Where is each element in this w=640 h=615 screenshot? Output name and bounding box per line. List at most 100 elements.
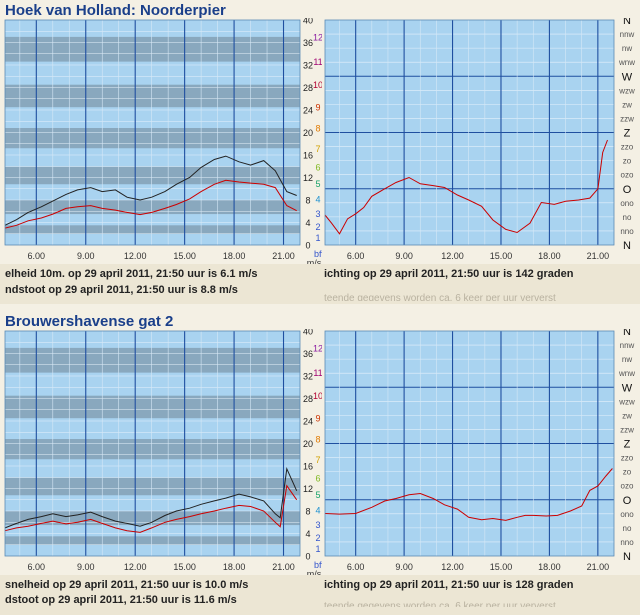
bft-tick-label: 6 xyxy=(315,162,320,172)
ms-tick-label: 24 xyxy=(303,106,313,116)
plot-frame xyxy=(4,19,301,246)
x-tick-label: 15.00 xyxy=(173,562,196,572)
compass-tick-label: zzo xyxy=(621,454,634,463)
bft-tick-label: 12 xyxy=(313,32,322,42)
x-tick-label: 9.00 xyxy=(395,251,413,261)
wind-speed-readout: elheid 10m. op 29 april 2011, 21:50 uur … xyxy=(5,268,258,280)
bft-tick-label: 10 xyxy=(313,80,322,90)
windsnelheid-line xyxy=(4,484,298,533)
x-tick-label: 18.00 xyxy=(538,562,561,572)
x-tick-label: 21.00 xyxy=(587,251,610,261)
compass-tick-label: ono xyxy=(620,510,634,519)
bft-tick-label: 10 xyxy=(313,391,322,401)
compass-tick-label: N xyxy=(623,18,631,27)
compass-tick-label: nno xyxy=(620,538,634,547)
compass-tick-label: wzw xyxy=(618,86,635,95)
compass-tick-label: zzw xyxy=(620,114,634,123)
x-tick-label: 9.00 xyxy=(77,562,95,572)
compass-tick-label: N xyxy=(623,551,631,563)
wind-direction-readout: ichting op 29 april 2011, 21:50 uur is 1… xyxy=(324,579,574,591)
ms-tick-label: 4 xyxy=(305,529,310,539)
bft-tick-label: 3 xyxy=(315,520,320,530)
bft-tick-label: 1 xyxy=(315,233,320,243)
x-tick-label: 6.00 xyxy=(28,251,46,261)
ms-tick-label: 0 xyxy=(305,241,310,251)
x-tick-label: 12.00 xyxy=(441,562,464,572)
beaufort-band xyxy=(5,225,300,234)
wind-gust-readout: ndstoot op 29 april 2011, 21:50 uur is 8… xyxy=(5,284,238,296)
ms-tick-label: 28 xyxy=(303,83,313,93)
beaufort-band xyxy=(5,84,300,108)
station-title: Brouwershavense gat 2 xyxy=(5,313,174,330)
ms-tick-label: 4 xyxy=(305,218,310,228)
bft-tick-label: 4 xyxy=(315,505,320,515)
windsnelheid-line xyxy=(4,179,297,229)
compass-tick-label: N xyxy=(623,240,631,252)
compass-tick-label: Z xyxy=(624,128,631,140)
windrichting-line xyxy=(324,468,613,521)
ms-tick-label: 20 xyxy=(303,439,313,449)
compass-tick-label: zzo xyxy=(621,143,634,152)
bft-tick-label: 5 xyxy=(315,179,320,189)
beaufort-band xyxy=(5,166,300,185)
beaufort-band xyxy=(5,439,300,460)
ms-tick-label: 40 xyxy=(303,329,313,337)
refresh-note: teende gegevens worden ca. 6 keer per uu… xyxy=(324,601,556,607)
x-tick-label: 12.00 xyxy=(441,251,464,261)
bft-tick-label: 4 xyxy=(315,194,320,204)
bft-tick-label: 7 xyxy=(315,144,320,154)
x-tick-label: 9.00 xyxy=(77,251,95,261)
ms-tick-label: 12 xyxy=(303,173,313,183)
ms-tick-label: 36 xyxy=(303,349,313,359)
ms-tick-label: 16 xyxy=(303,462,313,472)
compass-tick-label: ozo xyxy=(621,482,634,491)
compass-tick-label: zw xyxy=(622,411,632,420)
x-tick-label: 18.00 xyxy=(223,251,246,261)
compass-tick-label: no xyxy=(623,524,632,533)
compass-tick-label: no xyxy=(623,213,632,222)
ms-axis-label: m/s xyxy=(307,569,322,579)
wind-direction-readout: ichting op 29 april 2011, 21:50 uur is 1… xyxy=(324,268,574,280)
bft-tick-label: 3 xyxy=(315,209,320,219)
compass-tick-label: zzw xyxy=(620,425,634,434)
bft-tick-label: 2 xyxy=(315,533,320,543)
beaufort-band xyxy=(5,36,300,62)
plot-frame xyxy=(4,330,301,557)
ms-tick-label: 32 xyxy=(303,61,313,71)
compass-tick-label: N xyxy=(623,329,631,338)
ms-tick-label: 24 xyxy=(303,417,313,427)
bft-tick-label: 8 xyxy=(315,435,320,445)
compass-tick-label: Z xyxy=(624,439,631,451)
compass-tick-label: O xyxy=(623,495,632,507)
compass-tick-label: wnw xyxy=(618,58,635,67)
ms-tick-label: 12 xyxy=(303,484,313,494)
x-tick-label: 12.00 xyxy=(124,562,147,572)
compass-tick-label: wzw xyxy=(618,397,635,406)
beaufort-band xyxy=(5,511,300,526)
refresh-note: teende gegevens worden ca. 6 keer per uu… xyxy=(324,293,556,301)
compass-tick-label: zo xyxy=(623,157,632,166)
x-tick-label: 15.00 xyxy=(490,562,513,572)
ms-tick-label: 32 xyxy=(303,372,313,382)
x-tick-label: 21.00 xyxy=(272,562,295,572)
wind-gust-readout: dstoot op 29 april 2011, 21:50 uur is 11… xyxy=(5,594,237,606)
windstoot-line xyxy=(4,466,298,529)
beaufort-band xyxy=(5,200,300,215)
compass-tick-label: zo xyxy=(623,468,632,477)
x-tick-label: 18.00 xyxy=(538,251,561,261)
bft-tick-label: 7 xyxy=(315,455,320,465)
readout-strip xyxy=(0,264,640,304)
compass-tick-label: nnw xyxy=(620,30,635,39)
windrichting-line xyxy=(324,139,608,235)
compass-tick-label: ozo xyxy=(621,171,634,180)
bft-tick-label: 1 xyxy=(315,544,320,554)
ms-axis-label: m/s xyxy=(307,258,322,268)
x-tick-label: 15.00 xyxy=(490,251,513,261)
plot-frame xyxy=(324,19,615,246)
beaufort-band xyxy=(5,477,300,496)
compass-tick-label: nnw xyxy=(620,341,635,350)
bft-tick-label: 12 xyxy=(313,343,322,353)
ms-tick-label: 8 xyxy=(305,196,310,206)
bft-tick-label: 11 xyxy=(313,368,322,378)
